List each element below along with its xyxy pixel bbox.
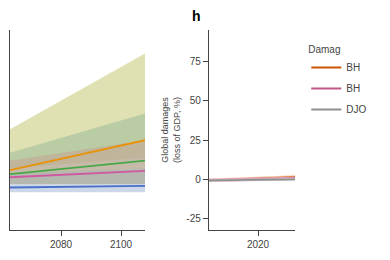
svg-text:75: 75 (190, 56, 202, 67)
svg-text:DJO: DJO (346, 104, 366, 115)
svg-text:-25: -25 (186, 213, 201, 224)
svg-text:25: 25 (190, 135, 202, 146)
svg-text:h: h (192, 8, 201, 24)
svg-text:BH: BH (346, 83, 360, 94)
svg-text:Global damages(loss of GDP, %): Global damages(loss of GDP, %) (160, 97, 182, 163)
svg-text:Damag: Damag (308, 44, 340, 55)
svg-text:50: 50 (190, 95, 202, 106)
svg-text:2020: 2020 (247, 239, 270, 250)
svg-text:2080: 2080 (50, 239, 73, 250)
svg-text:BH: BH (346, 62, 360, 73)
svg-text:2100: 2100 (110, 239, 133, 250)
svg-text:0: 0 (195, 174, 201, 185)
